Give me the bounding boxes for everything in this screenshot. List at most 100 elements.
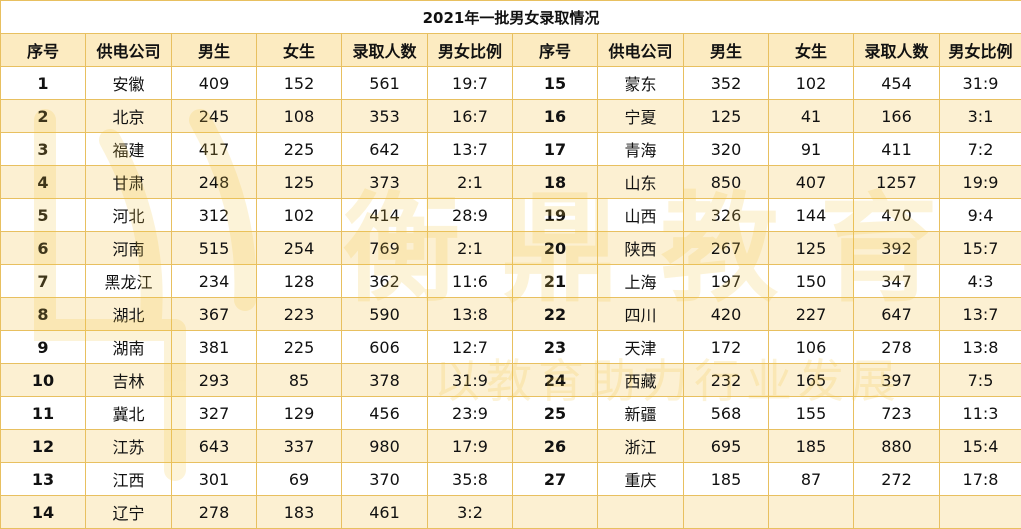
table-cell: 福建 xyxy=(85,132,172,166)
table-cell: 湖南 xyxy=(85,330,172,364)
table-cell: 69 xyxy=(256,462,342,496)
header-cell: 录取人数 xyxy=(853,33,940,67)
table-cell: 9:4 xyxy=(939,198,1021,232)
table-cell: 642 xyxy=(341,132,428,166)
row-index-cell: 26 xyxy=(512,429,598,463)
row-index-cell: 5 xyxy=(0,198,86,232)
table-cell: 278 xyxy=(853,330,940,364)
table-cell: 880 xyxy=(853,429,940,463)
header-cell: 序号 xyxy=(0,33,86,67)
table-cell: 陕西 xyxy=(597,231,684,265)
table-cell: 347 xyxy=(853,264,940,298)
table-cell: 17:9 xyxy=(427,429,513,463)
table-cell: 黑龙江 xyxy=(85,264,172,298)
table-cell: 上海 xyxy=(597,264,684,298)
table-cell: 31:9 xyxy=(427,363,513,397)
table-cell: 13:7 xyxy=(427,132,513,166)
table-cell: 河南 xyxy=(85,231,172,265)
row-index-cell: 14 xyxy=(0,495,86,529)
table-cell: 352 xyxy=(683,66,769,100)
table-cell: 278 xyxy=(171,495,257,529)
table-row: 13 江西 301 69 370 35:8 27 重庆 185 87 272 17:8 xyxy=(0,462,1021,496)
table-cell: 373 xyxy=(341,165,428,199)
row-index-cell: 13 xyxy=(0,462,86,496)
table-cell: 13:8 xyxy=(939,330,1021,364)
table-cell: 152 xyxy=(256,66,342,100)
table-cell: 106 xyxy=(768,330,854,364)
table-cell: 北京 xyxy=(85,99,172,133)
table-cell: 125 xyxy=(256,165,342,199)
table-cell: 吉林 xyxy=(85,363,172,397)
row-index-cell: 25 xyxy=(512,396,598,430)
table-cell: 232 xyxy=(683,363,769,397)
table-cell: 41 xyxy=(768,99,854,133)
table-cell: 江西 xyxy=(85,462,172,496)
row-index-cell: 11 xyxy=(0,396,86,430)
table-cell: 重庆 xyxy=(597,462,684,496)
table-cell: 125 xyxy=(768,231,854,265)
table-cell: 420 xyxy=(683,297,769,331)
table-cell: 浙江 xyxy=(597,429,684,463)
table-cell: 91 xyxy=(768,132,854,166)
table-row: 5 河北 312 102 414 28:9 19 山西 326 144 470 9:4 xyxy=(0,198,1021,232)
header-cell: 女生 xyxy=(256,33,342,67)
table-title: 2021年一批男女录取情况 xyxy=(0,0,1021,34)
table-cell: 245 xyxy=(171,99,257,133)
row-index-cell: 22 xyxy=(512,297,598,331)
table-cell: 108 xyxy=(256,99,342,133)
table-cell: 561 xyxy=(341,66,428,100)
table-cell: 23:9 xyxy=(427,396,513,430)
table-cell: 185 xyxy=(768,429,854,463)
table-cell: 409 xyxy=(171,66,257,100)
header-cell: 女生 xyxy=(768,33,854,67)
table-cell: 35:8 xyxy=(427,462,513,496)
table-cell: 407 xyxy=(768,165,854,199)
table-cell: 12:7 xyxy=(427,330,513,364)
table-cell: 267 xyxy=(683,231,769,265)
table-cell: 723 xyxy=(853,396,940,430)
table-cell: 2:1 xyxy=(427,165,513,199)
table-cell: 606 xyxy=(341,330,428,364)
header-cell: 供电公司 xyxy=(85,33,172,67)
table-cell: 643 xyxy=(171,429,257,463)
table-cell: 417 xyxy=(171,132,257,166)
header-cell: 录取人数 xyxy=(341,33,428,67)
table-cell: 15:4 xyxy=(939,429,1021,463)
table-cell: 15:7 xyxy=(939,231,1021,265)
header-cell: 男生 xyxy=(171,33,257,67)
table-cell: 蒙东 xyxy=(597,66,684,100)
table-cell: 17:8 xyxy=(939,462,1021,496)
table-cell: 11:6 xyxy=(427,264,513,298)
table-cell: 125 xyxy=(683,99,769,133)
table-cell: 青海 xyxy=(597,132,684,166)
row-index-cell: 21 xyxy=(512,264,598,298)
table-cell: 江苏 xyxy=(85,429,172,463)
table-cell: 河北 xyxy=(85,198,172,232)
table-row: 14 辽宁 278 183 461 3:2 xyxy=(0,495,1021,529)
table-cell: 320 xyxy=(683,132,769,166)
table-row: 10 吉林 293 85 378 31:9 24 西藏 232 165 397 7:5 xyxy=(0,363,1021,397)
table-cell: 3:2 xyxy=(427,495,513,529)
table-cell: 225 xyxy=(256,132,342,166)
table-cell: 362 xyxy=(341,264,428,298)
table-cell: 1257 xyxy=(853,165,940,199)
row-index-cell: 19 xyxy=(512,198,598,232)
table-cell xyxy=(853,495,940,529)
row-index-cell: 17 xyxy=(512,132,598,166)
header-cell: 男生 xyxy=(683,33,769,67)
table-cell: 312 xyxy=(171,198,257,232)
table-cell: 769 xyxy=(341,231,428,265)
table-cell: 7:2 xyxy=(939,132,1021,166)
table-cell: 568 xyxy=(683,396,769,430)
table-cell: 四川 xyxy=(597,297,684,331)
table-cell: 301 xyxy=(171,462,257,496)
table-cell: 天津 xyxy=(597,330,684,364)
table-cell: 225 xyxy=(256,330,342,364)
header-cell: 序号 xyxy=(512,33,598,67)
table-cell: 19:9 xyxy=(939,165,1021,199)
table-cell: 185 xyxy=(683,462,769,496)
table-cell: 695 xyxy=(683,429,769,463)
table-row: 9 湖南 381 225 606 12:7 23 天津 172 106 278 13:8 xyxy=(0,330,1021,364)
table-cell: 272 xyxy=(853,462,940,496)
row-index-cell: 2 xyxy=(0,99,86,133)
